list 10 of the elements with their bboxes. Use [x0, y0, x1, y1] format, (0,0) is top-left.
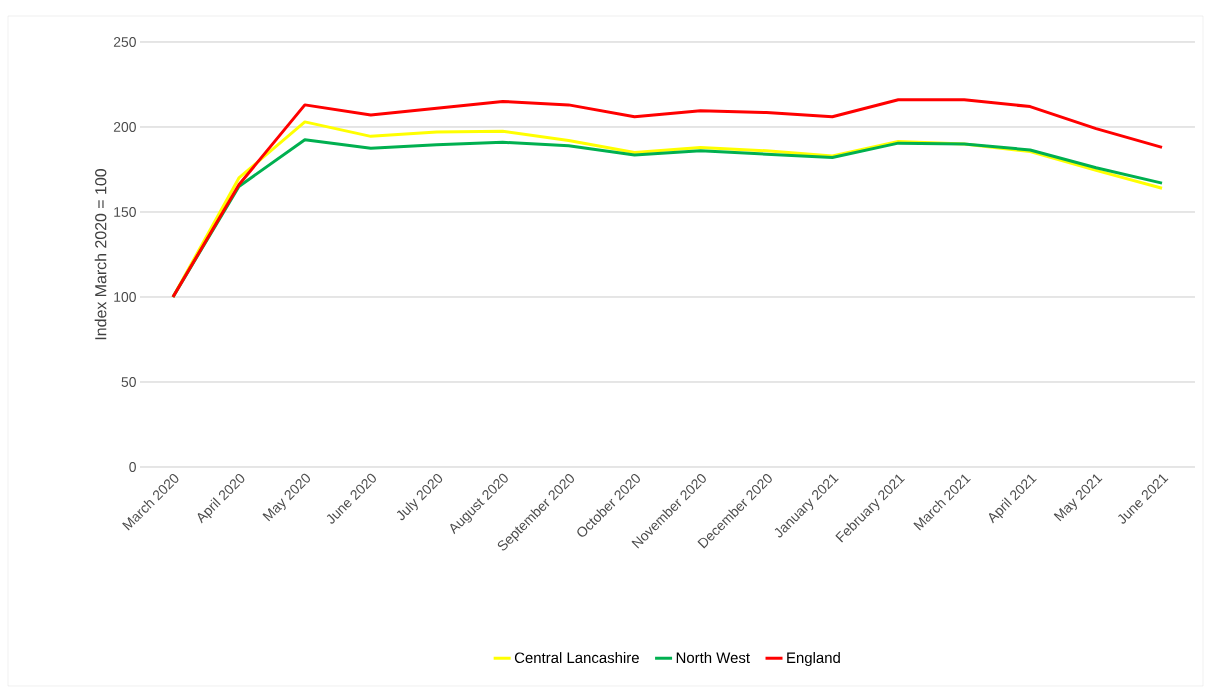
legend-label: England [787, 652, 840, 666]
y-tick-label: 0 [129, 462, 136, 472]
legend-label: Central Lancashire [514, 652, 639, 664]
y-tick-label: 200 [113, 122, 136, 132]
y-tick-label: 250 [113, 37, 136, 47]
y-tick-label: 100 [114, 292, 136, 302]
y-tick-label: 150 [114, 207, 136, 217]
y-axis-title: Index March 2020 = 100 [94, 168, 107, 340]
y-tick-label: 50 [121, 377, 136, 387]
legend-label: North West [676, 652, 750, 664]
